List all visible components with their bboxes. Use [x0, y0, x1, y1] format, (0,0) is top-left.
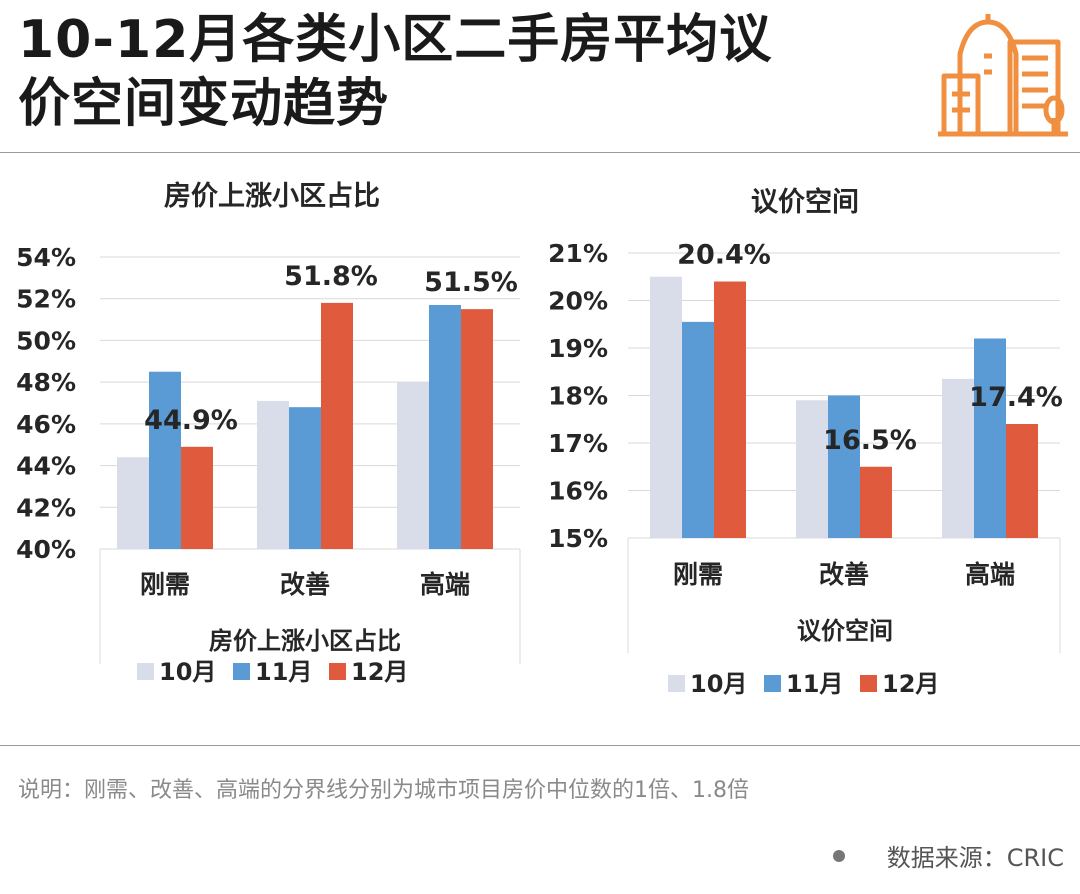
- y-tick-label: 44%: [16, 452, 76, 481]
- footer-divider: [0, 745, 1080, 746]
- chart2-xlabel: 议价空间: [797, 617, 893, 645]
- legend-swatch: [764, 675, 781, 692]
- chart1-legend: 10月 11月 12月: [137, 658, 408, 686]
- city-buildings-icon: [938, 14, 1068, 137]
- bar-10月-改善: [257, 400, 289, 549]
- y-tick-label: 46%: [16, 410, 76, 439]
- chart1-title: 房价上涨小区占比: [164, 181, 380, 212]
- chart1-xlabel: 房价上涨小区占比: [209, 627, 401, 655]
- y-tick-label: 50%: [16, 326, 76, 355]
- y-tick-label: 52%: [16, 285, 76, 314]
- data-label-dec: 51.5%: [424, 267, 518, 298]
- y-tick-label: 42%: [16, 493, 76, 522]
- bar-11月-改善: [289, 407, 321, 549]
- data-label-dec: 20.4%: [677, 240, 771, 271]
- bar-11月-高端: [974, 338, 1006, 538]
- bar-10月-刚需: [117, 457, 149, 549]
- bar-10月-高端: [942, 378, 974, 538]
- legend-label: 10月: [690, 670, 747, 698]
- data-label-dec: 17.4%: [969, 382, 1063, 413]
- legend-label: 10月: [159, 658, 216, 686]
- legend-label: 11月: [255, 658, 312, 686]
- x-category-label: 改善: [819, 560, 869, 589]
- bar-10月-高端: [397, 382, 429, 549]
- y-tick-label: 54%: [16, 243, 76, 272]
- bar-10月-刚需: [650, 276, 682, 538]
- legend-swatch: [329, 663, 346, 680]
- bar-10月-改善: [796, 400, 828, 538]
- y-tick-label: 16%: [548, 477, 608, 506]
- bar-12月-改善: [860, 466, 892, 538]
- chart1-plot: 40% 42% 44% 46% 48% 50% 52% 54% 刚需 44.9% 改善 51.8% 高端…: [16, 243, 521, 664]
- legend-swatch: [137, 663, 154, 680]
- page-title: 10-12月各类小区二手房平均议 价空间变动趋势: [18, 8, 898, 136]
- x-category-label: 刚需: [673, 560, 723, 589]
- bar-12月-高端: [461, 309, 493, 549]
- data-label-dec: 44.9%: [144, 405, 238, 436]
- bar-12月-改善: [321, 302, 353, 549]
- bar-11月-改善: [828, 395, 860, 538]
- header-divider: [0, 152, 1080, 153]
- y-tick-label: 17%: [548, 429, 608, 458]
- legend-swatch: [668, 675, 685, 692]
- bar-11月-刚需: [682, 321, 714, 538]
- bar-12月-高端: [1006, 424, 1038, 538]
- x-category-label: 刚需: [140, 570, 190, 599]
- page-title-line-1: 10-12月各类小区二手房平均议: [18, 10, 773, 70]
- x-category-label: 高端: [965, 560, 1015, 589]
- charts-area: 房价上涨小区占比 房价上涨小区占比 10月 11月 12月 40% 42% 44% 46%…: [16, 181, 1063, 698]
- bar-12月-刚需: [714, 281, 746, 538]
- legend-label: 12月: [351, 658, 408, 686]
- legend-label: 11月: [786, 670, 843, 698]
- y-tick-label: 15%: [548, 524, 608, 553]
- chart2-legend: 10月 11月 12月: [668, 670, 939, 698]
- y-tick-label: 19%: [548, 334, 608, 363]
- y-tick-label: 48%: [16, 368, 76, 397]
- bar-12月-刚需: [181, 446, 213, 549]
- chart2-plot: 15% 16% 17% 18% 19% 20% 21% 刚需 20.4% 改善 16.5% 高端 17.…: [548, 239, 1063, 653]
- legend-swatch: [860, 675, 877, 692]
- data-label-dec: 51.8%: [284, 261, 378, 292]
- y-tick-label: 21%: [548, 239, 608, 268]
- chart2-title: 议价空间: [751, 186, 859, 218]
- legend-swatch: [233, 663, 250, 680]
- source-line: 数据来源：CRIC: [832, 838, 1064, 873]
- y-tick-label: 18%: [548, 382, 608, 411]
- footnote: 说明：刚需、改善、高端的分界线分别为城市项目房价中位数的1倍、1.8倍: [18, 778, 749, 803]
- legend-label: 12月: [882, 670, 939, 698]
- data-label-dec: 16.5%: [823, 425, 917, 456]
- y-tick-label: 20%: [548, 287, 608, 316]
- bullet-dot-icon: [832, 849, 845, 862]
- bar-11月-刚需: [149, 371, 181, 549]
- x-category-label: 改善: [280, 570, 330, 599]
- bar-11月-高端: [429, 304, 461, 549]
- page-title-line-2: 价空间变动趋势: [18, 74, 390, 134]
- x-category-label: 高端: [420, 570, 470, 599]
- source-text: 数据来源：CRIC: [886, 844, 1064, 872]
- y-tick-label: 40%: [16, 535, 76, 564]
